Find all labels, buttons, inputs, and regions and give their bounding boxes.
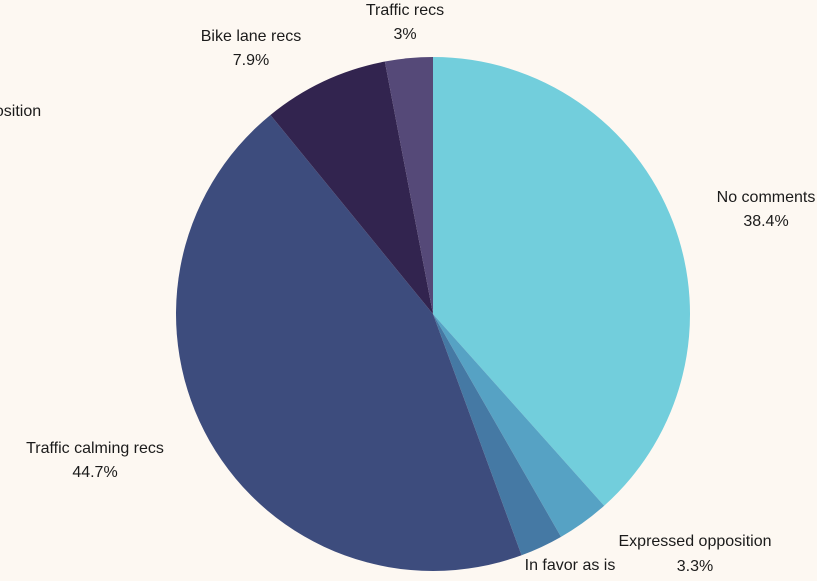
pie-slice-in-favor-as-is bbox=[433, 314, 562, 556]
pie-slice-bike-lane-recs bbox=[270, 61, 433, 314]
slice-label-clipped: position bbox=[0, 103, 41, 120]
pie-slices bbox=[176, 57, 691, 571]
slice-label-expressed-opposition: Expressed opposition bbox=[619, 533, 772, 550]
slice-value-expressed-opposition: 3.3% bbox=[677, 558, 713, 575]
slice-label-bike-lane-recs: Bike lane recs bbox=[201, 28, 302, 45]
slice-label-traffic-calming-recs: Traffic calming recs bbox=[26, 440, 164, 457]
pie-slice-traffic-calming-recs bbox=[176, 114, 522, 571]
slice-label-in-favor-as-is: In favor as is bbox=[525, 557, 616, 574]
pie-slice-no-comments bbox=[433, 57, 691, 506]
slice-value-traffic-calming-recs: 44.7% bbox=[72, 464, 117, 481]
slice-value-traffic-recs: 3% bbox=[393, 26, 416, 43]
slice-value-no-comments: 38.4% bbox=[743, 213, 788, 230]
pie-slice-expressed-opposition bbox=[433, 314, 605, 537]
slice-value-bike-lane-recs: 7.9% bbox=[233, 52, 269, 69]
slice-label-no-comments: No comments bbox=[717, 189, 816, 206]
slice-label-traffic-recs: Traffic recs bbox=[366, 2, 444, 19]
pie-slice-traffic-recs bbox=[384, 57, 433, 314]
